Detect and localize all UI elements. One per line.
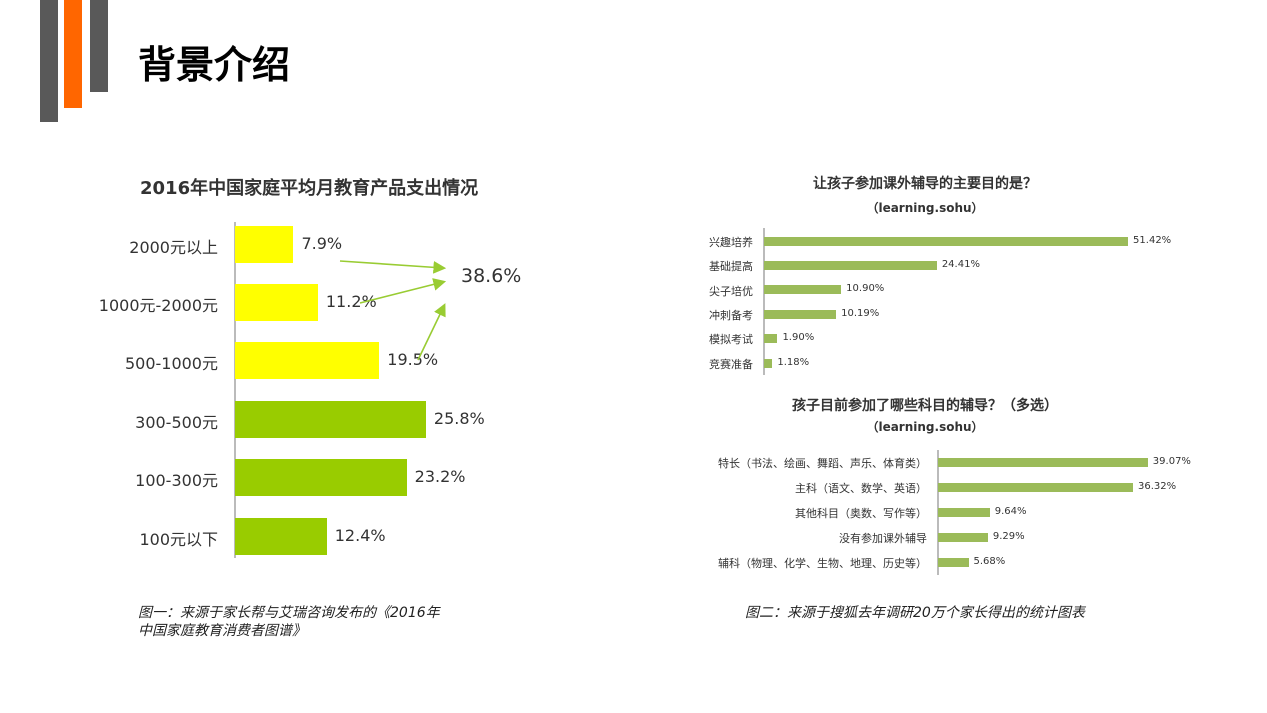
value-label: 19.5%: [387, 350, 439, 370]
value-label: 1.18%: [777, 356, 810, 368]
category-label: 100元以下: [139, 529, 218, 549]
chart-subtitle: （learning.sohu）: [866, 201, 984, 215]
page-title: 背景介绍: [138, 43, 291, 87]
bar: [938, 532, 988, 542]
bar: [764, 260, 937, 270]
category-label: 其他科目（奥数、写作等）: [795, 506, 927, 520]
chart-title: 2016年中国家庭平均月教育产品支出情况: [140, 178, 479, 199]
decor-bar-gray-2: [90, 0, 108, 92]
value-label: 10.19%: [841, 307, 880, 319]
category-label: 500-1000元: [124, 354, 218, 374]
category-label: 1000元-2000元: [98, 296, 218, 315]
chart-axis: [234, 222, 236, 558]
arrow: [339, 260, 447, 274]
caption-line: 图一：来源于家长帮与艾瑞咨询发布的《2016年: [138, 605, 440, 621]
value-label: 1.90%: [782, 332, 815, 344]
category-label: 主科（语文、数学、英语）: [795, 481, 927, 495]
value-label: 23.2%: [414, 467, 466, 487]
value-label: 39.07%: [1152, 455, 1191, 467]
caption-line: 中国家庭教育消费者图谱》: [138, 623, 306, 639]
value-label: 11.2%: [325, 292, 377, 311]
bar: [764, 236, 1129, 246]
value-label: 25.8%: [433, 408, 485, 428]
bar: [938, 457, 1148, 467]
bar: [235, 517, 327, 555]
category-label: 竞赛准备: [709, 357, 753, 371]
bar: [764, 309, 837, 319]
value-label: 24.41%: [941, 258, 980, 270]
decor-bar-orange: [64, 0, 82, 108]
bar: [764, 334, 778, 344]
value-label: 51.42%: [1133, 234, 1172, 246]
bar: [938, 507, 990, 517]
decor-bar-gray-1: [40, 0, 58, 122]
bar: [235, 400, 426, 438]
value-label: 9.29%: [992, 530, 1025, 542]
category-label: 模拟考试: [709, 333, 753, 347]
bar: [938, 482, 1134, 492]
value-label: 36.32%: [1138, 480, 1177, 492]
value-label: 9.64%: [994, 505, 1027, 517]
bar: [235, 225, 294, 263]
left-caption: 图一：来源于家长帮与艾瑞咨询发布的《2016年 中国家庭教育消费者图谱》: [138, 604, 440, 640]
bar: [235, 459, 407, 497]
category-label: 没有参加课外辅导: [839, 531, 927, 545]
chart-title: 让孩子参加课外辅导的主要目的是？: [813, 176, 1037, 192]
category-label: 尖子培优: [709, 284, 753, 298]
category-label: 冲刺备考: [709, 309, 753, 323]
category-label: 基础提高: [709, 260, 753, 274]
category-label: 2000元以上: [129, 237, 218, 257]
value-label: 10.90%: [846, 283, 885, 295]
value-label: 5.68%: [973, 555, 1006, 567]
chart-axis: [763, 228, 765, 375]
category-label: 兴趣培养: [709, 235, 753, 249]
category-label: 100-300元: [135, 471, 218, 491]
bar: [235, 283, 318, 321]
value-label: 12.4%: [334, 525, 386, 545]
bar: [938, 557, 969, 567]
bar: [764, 285, 842, 295]
bar: [235, 342, 380, 380]
annotation-total: 38.6%: [461, 265, 522, 287]
chart-subtitle: （learning.sohu）: [866, 420, 984, 434]
category-label: 300-500元: [135, 412, 218, 432]
category-label: 辅科（物理、化学、生物、地理、历史等）: [718, 556, 927, 570]
bar: [764, 358, 773, 368]
category-label: 特长（书法、绘画、舞蹈、声乐、体育类）: [718, 456, 927, 470]
right-caption: 图二：来源于搜狐去年调研20万个家长得出的统计图表: [745, 605, 1085, 621]
value-label: 7.9%: [301, 233, 343, 253]
chart-title: 孩子目前参加了哪些科目的辅导？（多选）: [792, 398, 1058, 414]
